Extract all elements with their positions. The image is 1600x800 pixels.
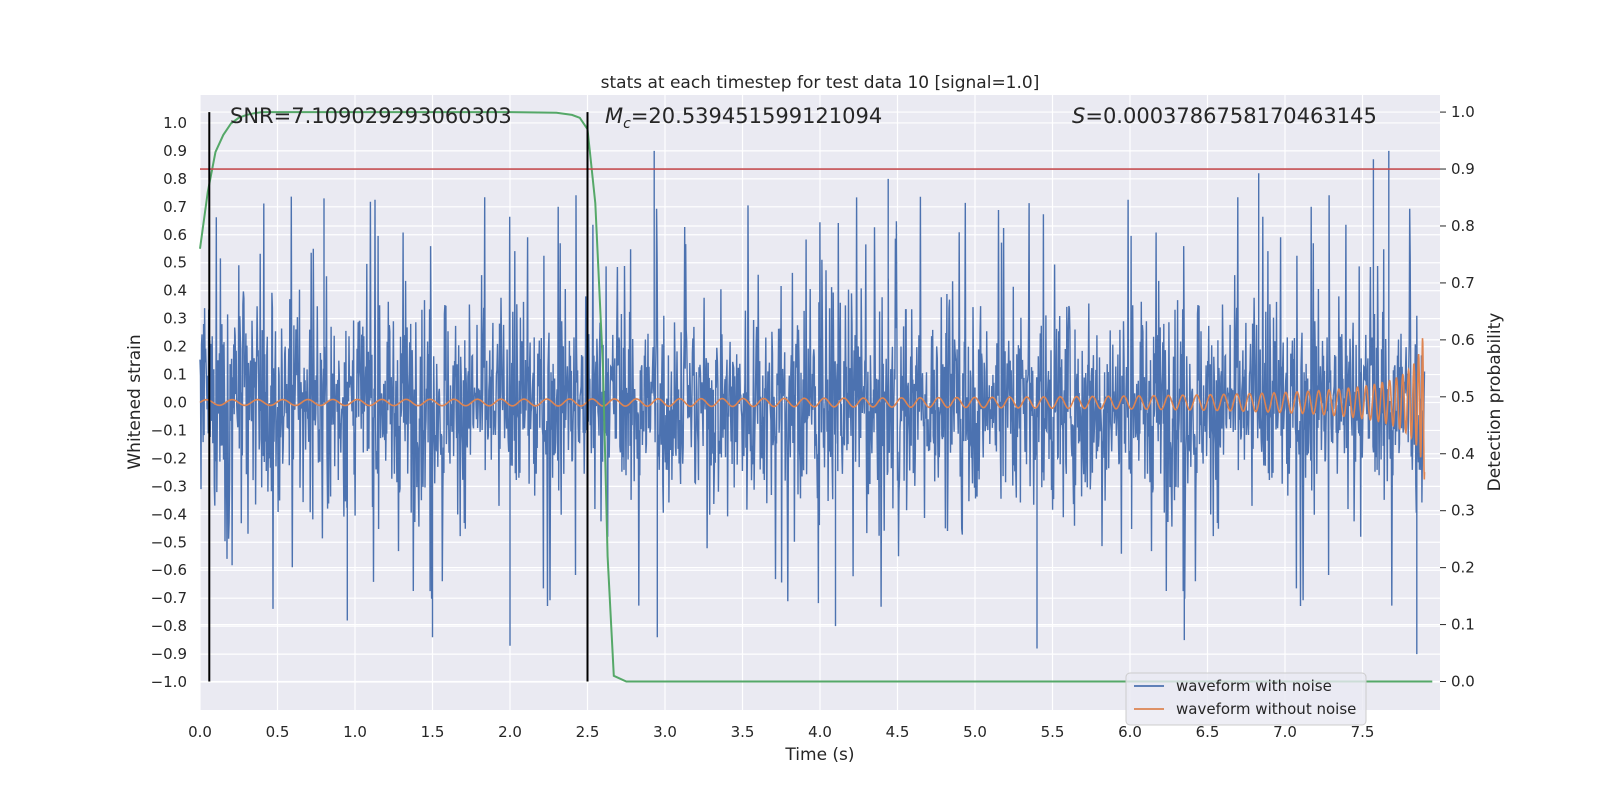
y-tick-label: 0.0	[163, 394, 187, 412]
x-tick-label: 6.0	[1118, 723, 1142, 741]
y2-tick-label: 0.9	[1451, 160, 1475, 178]
x-axis-ticks: 0.0 0.5 1.0 1.5 2.0 2.5 3.0 3.5 4.0 4.5 5.0 5.5 6.0 6…	[188, 723, 1374, 741]
x-tick-label: 0.5	[266, 723, 290, 741]
x-tick-label: 7.0	[1273, 723, 1297, 741]
x-tick-label: 5.0	[963, 723, 987, 741]
y-tick-label: −0.1	[151, 421, 187, 439]
y-tick-label: −0.2	[151, 449, 187, 467]
threshold-and-markers	[200, 112, 1440, 682]
y2-tick-label: 0.8	[1451, 217, 1475, 235]
y-axis-label: Whitened strain	[125, 334, 145, 469]
y-tick-label: 0.1	[163, 366, 187, 384]
y-tick-label: 0.9	[163, 142, 187, 160]
chart-title: stats at each timestep for test data 10 …	[601, 73, 1040, 93]
series-waveform-with-noise	[199, 150, 1426, 655]
y-tick-label: −0.6	[151, 561, 187, 579]
clean-waveform-line	[199, 338, 1426, 480]
y2-tick-label: 0.5	[1451, 388, 1475, 406]
x-tick-label: 7.5	[1351, 723, 1375, 741]
y-tick-label: 0.4	[163, 282, 187, 300]
legend-box	[1125, 672, 1367, 726]
x-tick-label: 3.0	[653, 723, 677, 741]
x-tick-label: 4.5	[886, 723, 910, 741]
chirp-mass-symbol: M	[605, 104, 623, 128]
chirp-mass-annotation: Mc=20.539451599121094	[605, 104, 882, 132]
series-detection-probability	[199, 111, 1433, 683]
x-tick-label: 5.5	[1041, 723, 1065, 741]
probability-line	[199, 111, 1433, 683]
y-axis-ticks: 1.0 0.9 0.8 0.7 0.6 0.5 0.4 0.3 0.2 0.1 0.0 −0.1 −0.…	[151, 114, 187, 691]
chirp-mass-value: =20.539451599121094	[631, 104, 882, 128]
x-tick-label: 3.5	[731, 723, 755, 741]
y2-tick-label: 1.0	[1451, 103, 1475, 121]
legend-label-clean: waveform without noise	[1176, 700, 1356, 718]
y-tick-label: −0.4	[151, 505, 187, 523]
x-tick-label: 2.0	[498, 723, 522, 741]
s-symbol: S	[1072, 104, 1085, 128]
y2-tick-label: 0.4	[1451, 445, 1475, 463]
legend: waveform with noise waveform without noi…	[1125, 672, 1367, 726]
x-tick-label: 1.0	[343, 723, 367, 741]
y-tick-label: 0.5	[163, 254, 187, 272]
y-tick-label: 0.2	[163, 338, 187, 356]
snr-annotation: SNR=7.109029293060303	[230, 104, 512, 128]
x-tick-label: 1.5	[421, 723, 445, 741]
s-annotation: S=0.0003786758170463145	[1072, 104, 1377, 128]
x-axis-label: Time (s)	[784, 745, 854, 765]
noise-waveform-line	[199, 150, 1426, 655]
x-tick-label: 0.0	[188, 723, 212, 741]
y2-tick-label: 0.1	[1451, 616, 1475, 634]
y2-tick-label: 0.3	[1451, 502, 1475, 520]
y-tick-label: −0.3	[151, 477, 187, 495]
x-tick-label: 2.5	[576, 723, 600, 741]
y-tick-label: −0.5	[151, 533, 187, 551]
y-tick-label: 0.3	[163, 310, 187, 328]
legend-label-noise: waveform with noise	[1176, 677, 1332, 695]
y2-tick-label: 0.6	[1451, 331, 1475, 349]
x-tick-label: 6.5	[1196, 723, 1220, 741]
y-tick-label: 0.6	[163, 226, 187, 244]
y-tick-label: −0.7	[151, 589, 187, 607]
y2-axis-ticks: 1.0 0.9 0.8 0.7 0.6 0.5 0.4 0.3 0.2 0.1 0.0	[1440, 103, 1475, 691]
y2-tick-label: 0.2	[1451, 559, 1475, 577]
y2-tick-label: 0.0	[1451, 673, 1475, 691]
y-tick-label: 1.0	[163, 114, 187, 132]
y-tick-label: −0.8	[151, 617, 187, 635]
y-tick-label: 0.8	[163, 170, 187, 188]
y2-tick-label: 0.7	[1451, 274, 1475, 292]
chirp-mass-subscript: c	[623, 116, 631, 132]
y-tick-label: −1.0	[151, 673, 187, 691]
y-tick-label: −0.9	[151, 645, 187, 663]
y-tick-label: 0.7	[163, 198, 187, 216]
s-value: =0.0003786758170463145	[1085, 104, 1377, 128]
series-waveform-without-noise	[199, 338, 1426, 480]
x-tick-label: 4.0	[808, 723, 832, 741]
y2-axis-label: Detection probability	[1485, 313, 1505, 492]
